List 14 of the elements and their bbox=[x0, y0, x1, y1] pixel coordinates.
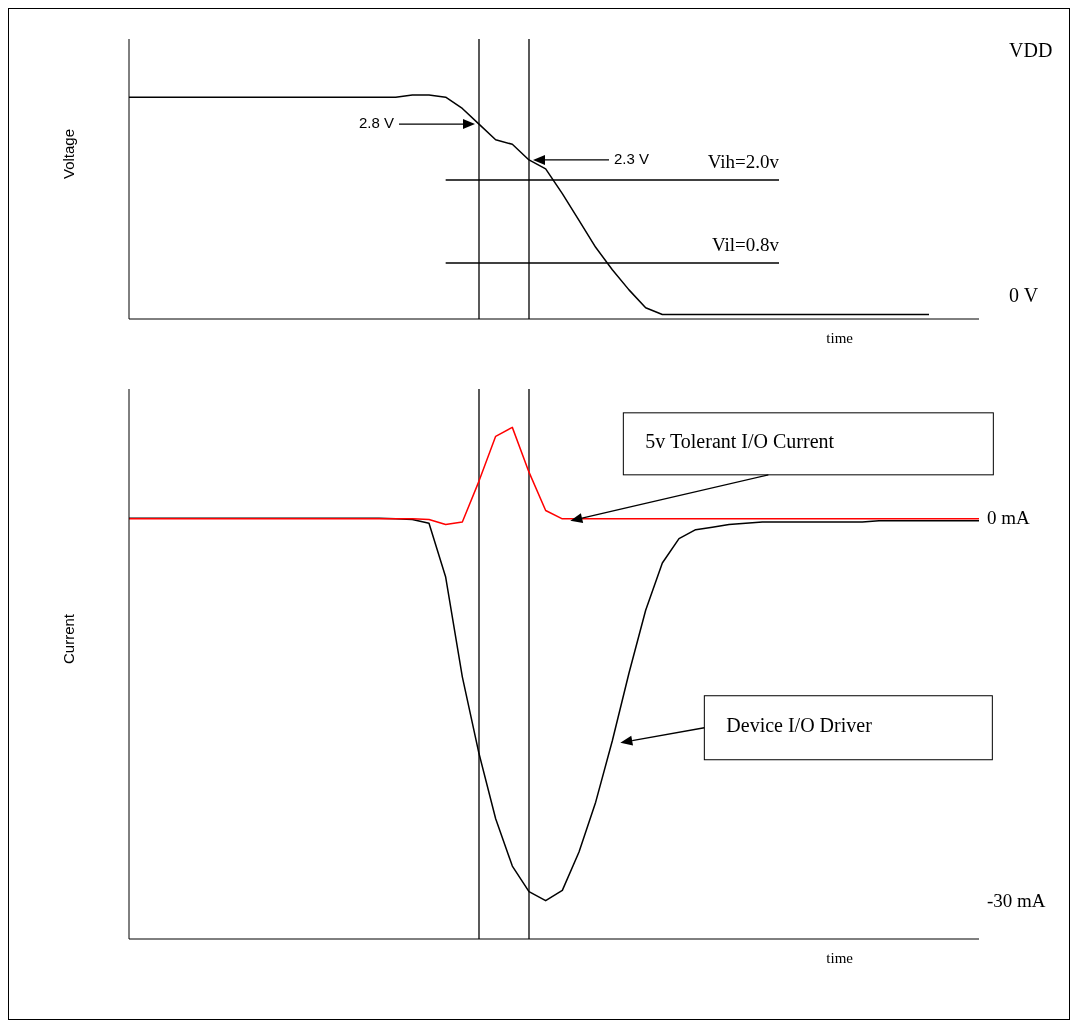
text: 0 V bbox=[1009, 283, 1039, 306]
series-label: Vih=2.0v bbox=[707, 151, 780, 173]
y-tick-label: 0 mA bbox=[987, 506, 1031, 528]
y-tick-label: -30 mA bbox=[987, 890, 1046, 912]
series-label: Vil=0.8v bbox=[711, 234, 780, 255]
annotation: 5v Tolerant I/O Current bbox=[645, 430, 835, 453]
x-axis-title: time bbox=[826, 950, 854, 966]
text: VDD bbox=[1009, 38, 1053, 61]
x-axis-title: time bbox=[826, 330, 854, 346]
annotation: 2.3 V bbox=[614, 149, 650, 167]
y-axis-title: Voltage bbox=[60, 128, 78, 179]
y-axis-title: Current bbox=[60, 613, 78, 664]
annotation: 2.8 V bbox=[358, 114, 394, 132]
annotation: Device I/O Driver bbox=[726, 714, 873, 737]
